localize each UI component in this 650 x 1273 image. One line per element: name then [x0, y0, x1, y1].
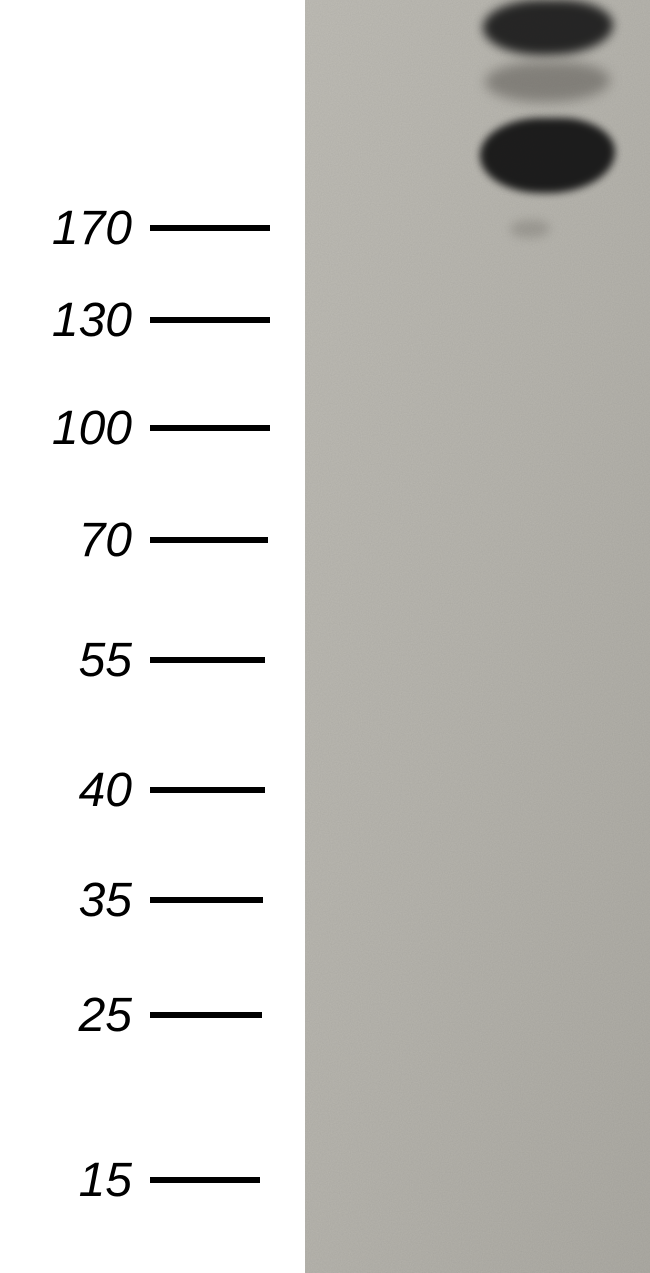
marker-row: 40 [0, 766, 305, 814]
marker-label: 70 [0, 513, 150, 568]
marker-row: 55 [0, 636, 305, 684]
marker-tick [150, 657, 265, 663]
marker-row: 130 [0, 296, 305, 344]
marker-row: 100 [0, 404, 305, 452]
marker-label: 100 [0, 401, 150, 456]
marker-row: 25 [0, 991, 305, 1039]
marker-label: 25 [0, 988, 150, 1043]
marker-label: 40 [0, 763, 150, 818]
marker-tick [150, 425, 270, 431]
molecular-weight-ladder: 170 130 100 70 55 40 35 25 15 [0, 0, 305, 1273]
marker-tick [150, 897, 263, 903]
marker-tick [150, 1177, 260, 1183]
marker-tick [150, 537, 268, 543]
marker-label: 15 [0, 1153, 150, 1208]
marker-tick [150, 225, 270, 231]
marker-tick [150, 1012, 262, 1018]
marker-row: 170 [0, 204, 305, 252]
marker-row: 70 [0, 516, 305, 564]
marker-label: 170 [0, 201, 150, 256]
marker-row: 15 [0, 1156, 305, 1204]
marker-tick [150, 787, 265, 793]
marker-tick [150, 317, 270, 323]
marker-label: 35 [0, 873, 150, 928]
blot-background [305, 0, 650, 1273]
marker-row: 35 [0, 876, 305, 924]
blot-membrane [305, 0, 650, 1273]
marker-label: 130 [0, 293, 150, 348]
marker-label: 55 [0, 633, 150, 688]
